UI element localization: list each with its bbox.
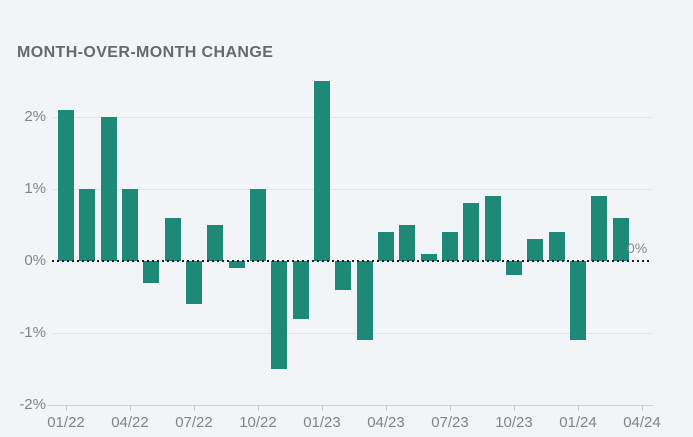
bar-09/22 <box>228 261 245 269</box>
bar-02/23 <box>335 261 352 290</box>
bar-06/23 <box>420 253 437 261</box>
bar-06/22 <box>164 217 181 261</box>
bar-01/24 <box>569 261 586 341</box>
bar-03/22 <box>100 117 117 261</box>
y-tick-label: 2% <box>24 108 46 125</box>
zero-baseline <box>52 260 651 262</box>
x-tick-label: 04/23 <box>367 414 405 431</box>
x-tick-label: 01/22 <box>47 414 85 431</box>
bar-10/23 <box>505 261 522 276</box>
bar-08/23 <box>463 203 480 261</box>
y-axis: 2% 1% 0% -1% -2% <box>0 69 46 413</box>
y-tick-label: -2% <box>19 396 46 413</box>
plot-area: 01/22 04/22 07/22 10/22 01/23 04/23 07/23 10/23… <box>47 69 661 431</box>
x-tick <box>257 405 259 411</box>
x-tick <box>66 405 67 411</box>
bar-04/23 <box>377 232 394 261</box>
bar-02/24 <box>591 196 608 261</box>
bar-12/22 <box>292 261 309 319</box>
x-tick-label: 01/24 <box>559 414 597 431</box>
bar-05/22 <box>143 261 160 283</box>
zero-line-right-label: 0% <box>627 240 648 256</box>
x-tick-label: 04/22 <box>111 414 149 431</box>
bar-07/23 <box>441 232 458 261</box>
x-tick-label: 07/23 <box>431 414 469 431</box>
x-tick-label: 07/22 <box>175 414 213 431</box>
bar-02/22 <box>79 189 96 261</box>
x-tick-label: 10/23 <box>495 414 533 431</box>
bar-11/23 <box>527 239 544 261</box>
x-tick <box>193 405 195 411</box>
bar-03/23 <box>356 261 373 341</box>
bar-04/22 <box>121 189 138 261</box>
x-tick <box>321 405 323 411</box>
bar-05/23 <box>399 225 416 261</box>
x-tick <box>385 405 387 411</box>
y-tick-label: 1% <box>24 180 46 197</box>
bar-03/24 <box>612 217 629 261</box>
y-tick-label: 0% <box>24 252 46 269</box>
bar-08/22 <box>207 225 224 261</box>
bar-01/23 <box>313 81 330 261</box>
bar-01/22 <box>58 109 74 261</box>
x-tick-label: 04/24 <box>623 414 661 431</box>
gridline--1% <box>52 332 653 334</box>
bar-10/22 <box>249 189 266 261</box>
bar-07/22 <box>185 261 202 305</box>
gridline-2% <box>52 116 653 118</box>
chart-title: MONTH-OVER-MONTH CHANGE <box>17 44 274 61</box>
x-tick <box>641 405 643 411</box>
gridline--2% <box>47 404 653 406</box>
x-tick-label: 10/22 <box>239 414 277 431</box>
gridline-1% <box>52 188 653 190</box>
bar-chart: 2% 1% 0% -1% -2% 01/22 04/22 07/22 10/22 01/23 04… <box>0 69 693 437</box>
y-tick-label: -1% <box>19 324 46 341</box>
x-tick-label: 01/23 <box>303 414 341 431</box>
bar-09/23 <box>484 196 501 261</box>
x-tick <box>513 405 515 411</box>
x-tick <box>449 405 451 411</box>
x-tick <box>577 405 579 411</box>
bar-12/23 <box>548 232 565 261</box>
bar-11/22 <box>271 261 288 369</box>
x-tick <box>129 405 131 411</box>
